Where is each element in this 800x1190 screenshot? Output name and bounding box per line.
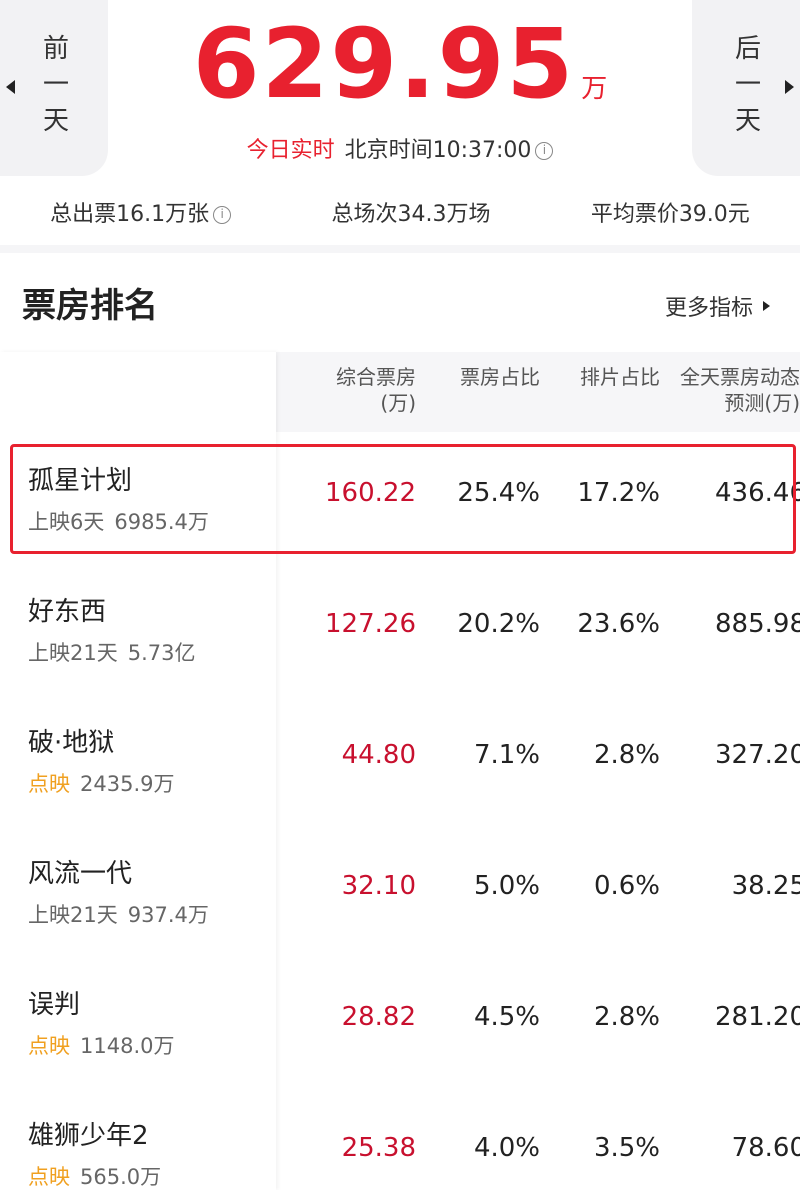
film-cumulative: 2435.9万: [80, 772, 175, 796]
more-text: 更多指标: [664, 296, 753, 321]
cell-box: 32.10: [341, 871, 416, 901]
cell-screen: 2.8%: [593, 1002, 660, 1032]
cell-forecast: 885.98: [715, 609, 800, 639]
total-value: 629.95: [192, 8, 576, 120]
more-arrow: [763, 301, 770, 311]
realtime-label: 今日实时: [246, 138, 335, 163]
stat-text: 总场次34.3万场: [331, 201, 491, 227]
cell-screen: 0.6%: [593, 871, 660, 901]
film-subline: 点映 565.0万: [28, 1161, 161, 1190]
next-day: 后一天: [730, 34, 761, 142]
column-title: 票房占比: [460, 365, 540, 389]
cell-share: 20.2%: [457, 609, 540, 639]
stat: 平均票价39.0元: [591, 196, 750, 228]
stat-text: 平均票价39.0元: [590, 201, 750, 227]
stats-bar: 总出票16.1万张 i 总场次34.3万场 平均票价39.0元: [0, 178, 800, 253]
film-cumulative: 1148.0万: [80, 1034, 175, 1058]
film-subline: 上映6天 6985.4万: [28, 506, 209, 536]
cell-forecast: 281.20: [715, 1002, 800, 1032]
film-row: 雄狮少年2 点映 565.0万 25.38 4.0% 3.5% 78.60: [0, 1087, 800, 1190]
cell-box: 160.22: [325, 478, 416, 508]
ranking-title: 票房排名: [22, 286, 158, 326]
cell-screen: 3.5%: [593, 1133, 660, 1163]
film-name: 破·地狱: [28, 728, 115, 758]
cell-share: 4.0%: [473, 1133, 540, 1163]
film-subline: 上映21天 937.4万: [28, 899, 209, 929]
prev-day: 前一天: [38, 34, 69, 142]
cell-screen: 23.6%: [577, 609, 660, 639]
cell-forecast: 436.46: [715, 478, 800, 508]
column-title: 排片占比: [580, 365, 660, 389]
film-status: 点映: [28, 772, 70, 796]
left-arrow: [6, 80, 15, 94]
film-status: 点映: [28, 1165, 70, 1189]
film-cumulative: 937.4万: [127, 903, 209, 927]
film-row: 误判点映 1148.0万 28.82 4.5% 2.8% 281.20: [0, 956, 800, 1087]
cell-share: 4.5%: [473, 1002, 540, 1032]
film-row: 风流一代上映21天 937.4万 32.10 5.0% 0.6% 38.25: [0, 825, 800, 956]
film-subline: 点映 1148.0万: [28, 1030, 174, 1060]
cell-share: 5.0%: [473, 871, 540, 901]
time: 北京时间10:37:00: [344, 138, 532, 163]
stat-text: 总出票16.1万张: [50, 201, 210, 227]
film-name: 误判: [28, 990, 81, 1020]
prev-day-button[interactable]: 前一天: [0, 0, 108, 176]
column-title: 综合票房(万): [336, 365, 416, 415]
cell-forecast: 38.25: [731, 871, 800, 901]
sticky-column: [0, 352, 276, 1190]
film-subline: 上映21天 5.73亿: [28, 637, 196, 667]
film-name: 孤星计划: [28, 466, 133, 496]
film-name: 雄狮少年2: [28, 1121, 149, 1151]
film-status: 点映: [28, 1034, 70, 1058]
total-unit: 万: [581, 74, 608, 104]
cell-share: 25.4%: [457, 478, 540, 508]
cell-box: 25.38: [341, 1133, 416, 1163]
film-status: 上映21天: [28, 641, 118, 665]
cell-share: 7.1%: [473, 740, 540, 770]
film-subline: 点映 2435.9万: [28, 768, 174, 798]
more-metrics[interactable]: 更多指标: [665, 290, 770, 322]
film-row: 破·地狱点映 2435.9万 44.80 7.1% 2.8% 327.20: [0, 694, 800, 825]
info-icon[interactable]: i: [213, 205, 232, 224]
film-row: 孤星计划上映6天 6985.4万 160.22 25.4% 17.2% 436.46: [0, 432, 800, 563]
film-cumulative: 5.73亿: [127, 641, 196, 665]
cell-box: 127.26: [325, 609, 416, 639]
stat: 总场次34.3万场: [331, 196, 490, 228]
film-cumulative: 565.0万: [80, 1165, 162, 1189]
cell-box: 28.82: [341, 1002, 416, 1032]
next-day-button[interactable]: 后一天: [692, 0, 800, 176]
column-title: 全天票房动态预测(万): [680, 365, 800, 415]
highlight-box: [10, 444, 796, 554]
cell-forecast: 78.60: [731, 1133, 800, 1163]
film-row: 好东西上映21天 5.73亿 127.26 20.2% 23.6% 885.98: [0, 563, 800, 694]
cell-screen: 17.2%: [577, 478, 660, 508]
info-icon[interactable]: i: [535, 142, 554, 160]
film-name: 风流一代: [28, 859, 133, 889]
film-status: 上映6天: [28, 510, 105, 534]
film-cumulative: 6985.4万: [114, 510, 209, 534]
cell-box: 44.80: [341, 740, 416, 770]
cell-forecast: 327.20: [715, 740, 800, 770]
film-name: 好东西: [28, 597, 107, 627]
film-status: 上映21天: [28, 903, 118, 927]
cell-screen: 2.8%: [593, 740, 660, 770]
total-box-office: 629.95 万: [0, 8, 800, 120]
realtime-line: 今日实时 北京时间10:37:00 i: [0, 132, 800, 164]
stat: 总出票16.1万张 i: [50, 196, 232, 228]
right-arrow: [785, 80, 794, 94]
